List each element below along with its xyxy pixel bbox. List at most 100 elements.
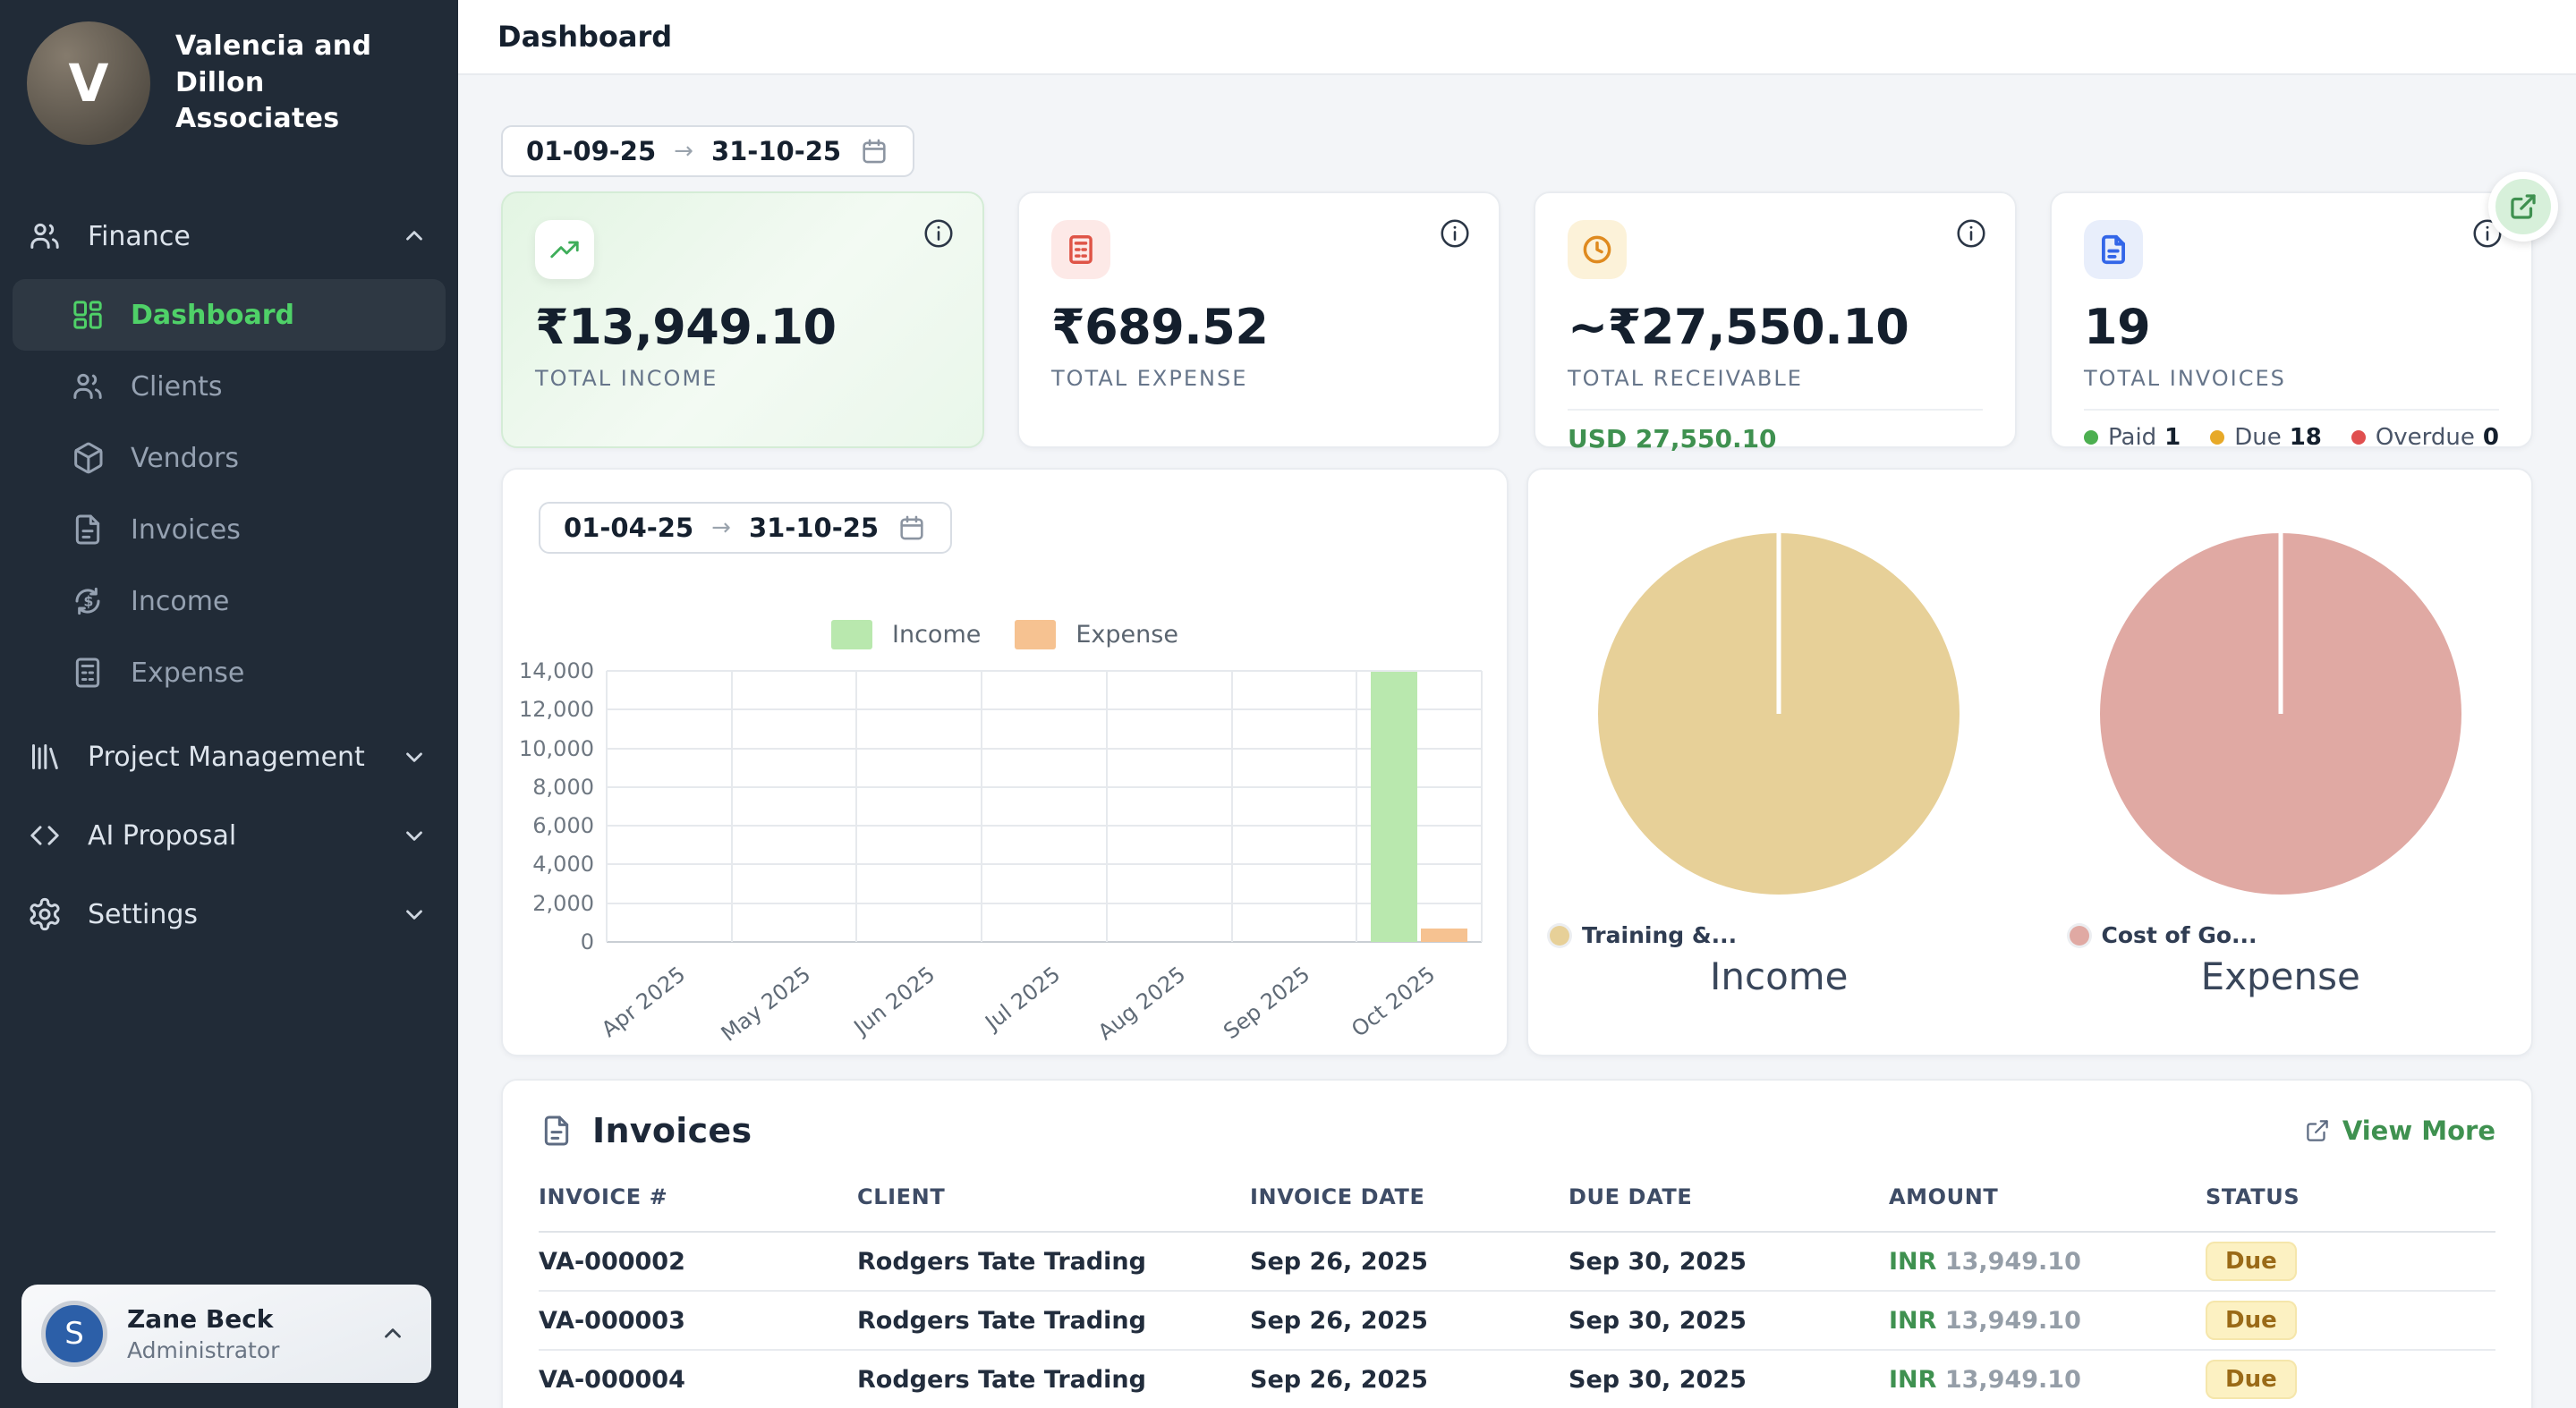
range-end: 31-10-25 bbox=[748, 513, 880, 543]
y-axis-tick-label: 2,000 bbox=[532, 890, 594, 916]
sidebar-group-project-management[interactable]: Project Management bbox=[0, 717, 458, 796]
expense-bar bbox=[1421, 929, 1468, 942]
sidebar-group-finance[interactable]: Finance bbox=[0, 197, 458, 276]
y-axis-tick-label: 0 bbox=[580, 929, 594, 954]
chevron-up-icon bbox=[379, 1320, 406, 1347]
income-pie-chart: Training &... Income bbox=[1528, 470, 2030, 1055]
sidebar-item-dashboard[interactable]: Dashboard bbox=[13, 279, 446, 351]
amount-cell: INR 13,949.10 bbox=[1889, 1232, 2206, 1292]
x-axis-tick-label: Sep 2025 bbox=[1219, 962, 1315, 1045]
y-axis-tick-label: 4,000 bbox=[532, 852, 594, 878]
pie-legend: Training &... bbox=[1550, 922, 1737, 948]
calendar-icon bbox=[859, 136, 889, 166]
invoice-number-cell: VA-000004 bbox=[539, 1350, 857, 1408]
chevron-down-icon bbox=[401, 901, 428, 928]
finance-submenu: Dashboard Clients Vendors Invoices $ Inc… bbox=[0, 276, 458, 717]
due-date-cell: Sep 30, 2025 bbox=[1569, 1291, 1889, 1351]
sidebar: V Valencia and Dillon Associates Finance… bbox=[0, 0, 458, 1408]
income-bar bbox=[1371, 672, 1418, 942]
info-icon[interactable] bbox=[922, 216, 956, 250]
chevron-up-icon bbox=[401, 223, 428, 250]
sidebar-group-settings[interactable]: Settings bbox=[0, 875, 458, 954]
arrow-right-icon: → bbox=[711, 514, 731, 541]
user-avatar: S bbox=[41, 1301, 107, 1367]
col-invoice-number: INVOICE # bbox=[539, 1165, 857, 1233]
dashboard-content: 01-09-25 → 31-10-25 ₹13,949.10 TOTAL INC… bbox=[458, 75, 2576, 1408]
sidebar-item-label: Income bbox=[131, 585, 230, 617]
user-menu[interactable]: S Zane Beck Administrator bbox=[21, 1285, 431, 1383]
status-count: 18 bbox=[2289, 424, 2322, 451]
sidebar-item-vendors[interactable]: Vendors bbox=[13, 422, 446, 494]
sidebar-group-ai-proposal[interactable]: AI Proposal bbox=[0, 796, 458, 875]
total-receivable-usd: USD 27,550.10 bbox=[1568, 424, 1777, 454]
status-cell: Due bbox=[2206, 1232, 2495, 1292]
sidebar-item-clients[interactable]: Clients bbox=[13, 351, 446, 422]
external-open-button[interactable] bbox=[2488, 172, 2558, 242]
invoice-number-cell: VA-000002 bbox=[539, 1232, 857, 1292]
col-amount: AMOUNT bbox=[1889, 1165, 2206, 1233]
status-legend-item: Due 18 bbox=[2210, 424, 2322, 451]
status-label: Due bbox=[2234, 424, 2282, 451]
status-dot bbox=[2084, 430, 2098, 445]
total-invoices-label: TOTAL INVOICES bbox=[2084, 366, 2286, 391]
calculator-icon bbox=[1051, 220, 1110, 279]
sidebar-item-label: Expense bbox=[131, 657, 245, 689]
external-link-icon bbox=[2508, 191, 2538, 222]
sidebar-item-expense[interactable]: Expense bbox=[13, 637, 446, 708]
view-more-link[interactable]: View More bbox=[2304, 1115, 2495, 1146]
chevron-down-icon bbox=[401, 743, 428, 770]
users-icon bbox=[27, 218, 63, 254]
x-axis-tick-label: Oct 2025 bbox=[1347, 962, 1441, 1042]
svg-text:$: $ bbox=[83, 593, 93, 610]
invoice-number-cell: VA-000003 bbox=[539, 1291, 857, 1351]
user-initial: S bbox=[64, 1316, 84, 1352]
y-axis-tick-label: 8,000 bbox=[532, 774, 594, 800]
invoices-card: Invoices View More INVOICE # CLIENT bbox=[501, 1079, 2533, 1408]
x-axis-tick-label: Jun 2025 bbox=[849, 962, 940, 1040]
pie-slice bbox=[1598, 533, 1960, 895]
info-icon[interactable] bbox=[1954, 216, 1988, 250]
charts-row: 01-04-25 → 31-10-25 Income Expense bbox=[501, 468, 2533, 1056]
total-invoices-value: 19 bbox=[2084, 299, 2151, 355]
pie-title: Income bbox=[1709, 954, 1849, 998]
main-area: Dashboard 01-09-25 → 31-10-25 bbox=[458, 0, 2576, 1408]
col-status: STATUS bbox=[2206, 1165, 2495, 1233]
due-date-cell: Sep 30, 2025 bbox=[1569, 1350, 1889, 1408]
pie-slice bbox=[2099, 533, 2461, 895]
status-cell: Due bbox=[2206, 1291, 2495, 1351]
sidebar-item-invoices[interactable]: Invoices bbox=[13, 494, 446, 565]
income-legend-label: Income bbox=[892, 621, 982, 649]
file-text-icon bbox=[70, 512, 106, 547]
page-title: Dashboard bbox=[497, 20, 673, 54]
status-label: Overdue bbox=[2375, 424, 2475, 451]
y-axis-tick-label: 10,000 bbox=[519, 735, 594, 761]
table-row[interactable]: VA-000004 Rodgers Tate Trading Sep 26, 202… bbox=[539, 1350, 2495, 1408]
table-row[interactable]: VA-000003 Rodgers Tate Trading Sep 26, 202… bbox=[539, 1291, 2495, 1351]
trending-up-icon bbox=[535, 220, 594, 279]
table-row[interactable]: VA-000002 Rodgers Tate Trading Sep 26, 202… bbox=[539, 1232, 2495, 1292]
status-badge: Due bbox=[2206, 1301, 2297, 1340]
invoices-table: INVOICE # CLIENT INVOICE DATE DUE DATE A… bbox=[539, 1165, 2495, 1408]
sidebar-group-label: Settings bbox=[88, 898, 199, 930]
overview-date-range-picker[interactable]: 01-09-25 → 31-10-25 bbox=[501, 125, 915, 177]
sidebar-item-income[interactable]: $ Income bbox=[13, 565, 446, 637]
total-income-value: ₹13,949.10 bbox=[535, 299, 837, 355]
table-header-row: INVOICE # CLIENT INVOICE DATE DUE DATE A… bbox=[539, 1165, 2495, 1233]
chart-date-range-picker[interactable]: 01-04-25 → 31-10-25 bbox=[539, 502, 953, 554]
total-receivable-label: TOTAL RECEIVABLE bbox=[1568, 366, 1803, 391]
pie-title: Expense bbox=[2200, 954, 2360, 998]
expense-legend-label: Expense bbox=[1075, 621, 1178, 649]
legend-label: Training &... bbox=[1582, 922, 1738, 948]
y-axis-tick-label: 6,000 bbox=[532, 813, 594, 839]
invoices-title: Invoices bbox=[592, 1111, 752, 1150]
amount-cell: INR 13,949.10 bbox=[1889, 1350, 2206, 1408]
file-text-icon bbox=[539, 1113, 574, 1149]
range-end: 31-10-25 bbox=[710, 136, 842, 166]
users-icon bbox=[70, 369, 106, 404]
company-brand: V Valencia and Dillon Associates bbox=[0, 0, 458, 154]
invoices-header: Invoices View More bbox=[539, 1111, 2495, 1150]
calendar-icon bbox=[897, 513, 927, 543]
pie-charts-card: Training &... Income Cost of Go... Expen… bbox=[1526, 468, 2533, 1056]
info-icon[interactable] bbox=[1438, 216, 1472, 250]
client-cell: Rodgers Tate Trading bbox=[857, 1291, 1250, 1351]
